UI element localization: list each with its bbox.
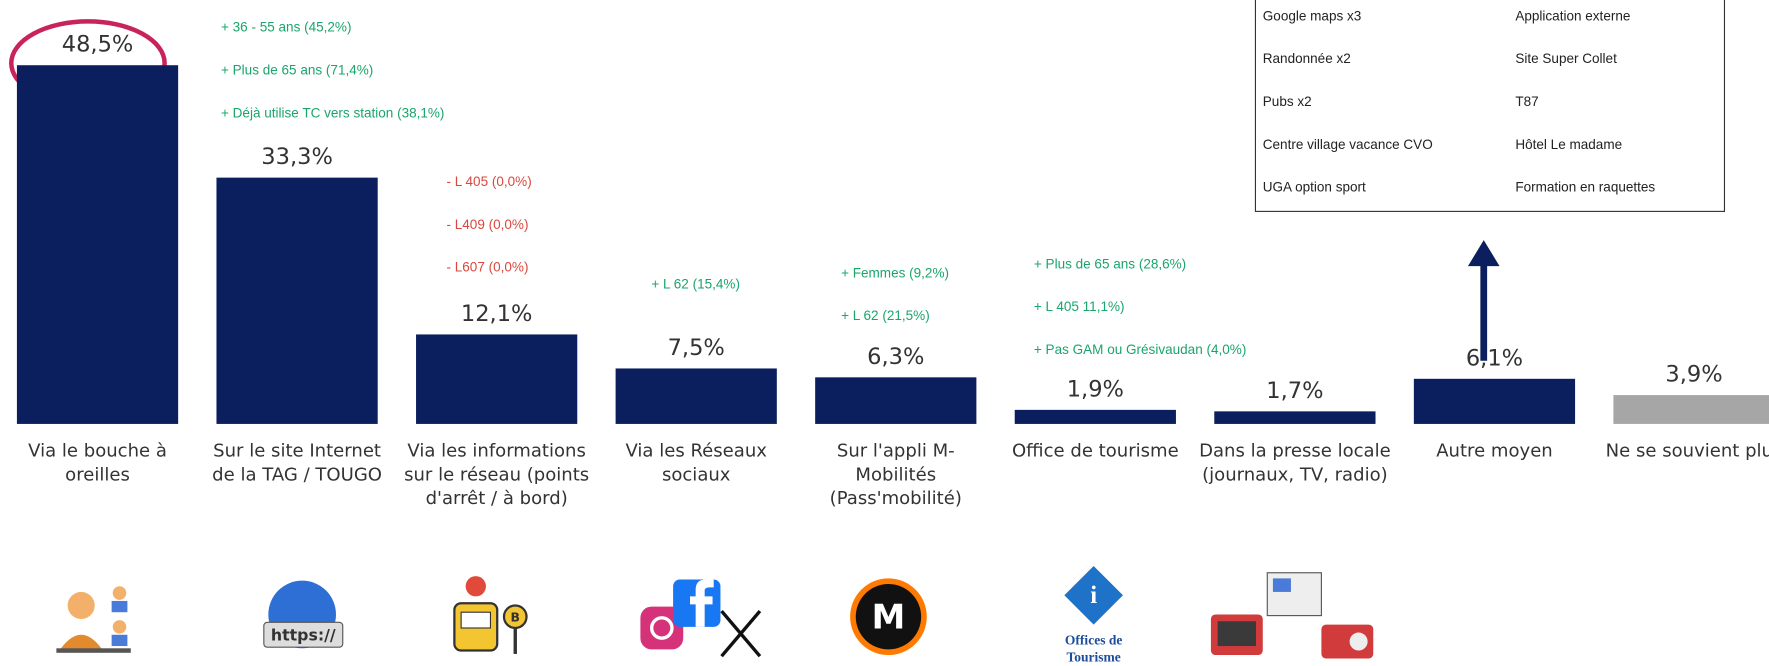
- annotation: + Pas GAM ou Grésivaudan (4,0%): [1034, 342, 1246, 358]
- annotation: + L 62 (21,5%): [841, 308, 930, 324]
- value-label: 6,3%: [867, 344, 924, 370]
- icon-metro: M: [850, 578, 927, 655]
- table-cell: Site Super Collet: [1515, 51, 1617, 67]
- category-label: Ne se souvient plus: [1597, 439, 1769, 463]
- value-label: 7,5%: [668, 335, 725, 361]
- category-label: Via le bouche à oreilles: [1, 439, 195, 486]
- icon-tourisme: i Offices de Tourisme: [1064, 566, 1123, 665]
- category-label: Sur le site Internet de la TAG / TOUGO: [200, 439, 394, 486]
- bar: [216, 178, 377, 424]
- bar: [17, 65, 178, 424]
- table-cell: Pubs x2: [1263, 94, 1312, 110]
- arrow: [1468, 240, 1500, 361]
- category-label: Autre moyen: [1397, 439, 1591, 463]
- annotation: + L 62 (15,4%): [651, 276, 740, 292]
- icon-person: [56, 586, 130, 653]
- table-cell: Randonnée x2: [1263, 51, 1351, 67]
- table-cell: T87: [1515, 94, 1538, 110]
- value-label: 1,9%: [1067, 376, 1124, 402]
- table-cell: Application externe: [1515, 8, 1630, 24]
- category-label: Office de tourisme: [998, 439, 1192, 463]
- table-cell: Centre village vacance CVO: [1263, 136, 1433, 152]
- annotation: - L 405 (0,0%): [446, 174, 531, 190]
- table-cell: Hôtel Le madame: [1515, 136, 1622, 152]
- category-label: Dans la presse locale (journaux, TV, rad…: [1198, 439, 1392, 486]
- icon-bus: B: [454, 576, 526, 654]
- icon-press: [1211, 573, 1373, 659]
- annotation: + L 405 11,1%): [1034, 299, 1125, 315]
- category-label: Via les Réseaux sociaux: [599, 439, 793, 486]
- annotation: - L409 (0,0%): [446, 216, 528, 232]
- annotation: - L607 (0,0%): [446, 259, 528, 275]
- table-cell: UGA option sport: [1263, 179, 1366, 195]
- table-cell: Google maps x3: [1263, 8, 1362, 24]
- icon-text: M: [872, 597, 906, 636]
- svg-text:i: i: [1090, 582, 1097, 609]
- bar: [1015, 410, 1176, 424]
- icon-social: [640, 580, 760, 657]
- other-means-table: Google maps x3 Application externe Randonn…: [1255, 0, 1725, 212]
- annotation: + Plus de 65 ans (71,4%): [221, 62, 373, 78]
- annotation: + Déjà utilise TC vers station (38,1%): [221, 105, 444, 121]
- category-label: Sur l'appli M-Mobilités (Pass'mobilité): [799, 439, 993, 510]
- value-label: 48,5%: [62, 32, 134, 58]
- bar: [1214, 411, 1375, 424]
- bar: [1414, 379, 1575, 424]
- annotation: + Femmes (9,2%): [841, 265, 949, 281]
- value-label: 3,9%: [1665, 362, 1722, 388]
- icon-text: Offices de: [1065, 633, 1122, 648]
- page: https:// B M i Offices de Tourisme 48,5%…: [0, 0, 1769, 666]
- value-label: 33,3%: [261, 144, 333, 170]
- category-label: Via les informations sur le réseau (poin…: [400, 439, 594, 510]
- icon-text: B: [511, 609, 520, 624]
- bar: [1613, 395, 1769, 424]
- icon-text: Tourisme: [1066, 650, 1120, 665]
- bar: [815, 377, 976, 424]
- bar: [416, 334, 577, 423]
- value-label: 12,1%: [461, 301, 533, 327]
- annotation: + 36 - 55 ans (45,2%): [221, 19, 351, 35]
- icon-web: https://: [264, 581, 343, 649]
- value-label: 6,1%: [1466, 345, 1523, 371]
- icon-text: https://: [271, 625, 336, 644]
- bar: [616, 368, 777, 423]
- value-label: 1,7%: [1266, 378, 1323, 404]
- annotation: + Plus de 65 ans (28,6%): [1034, 256, 1186, 272]
- stage: https:// B M i Offices de Tourisme 48,5%…: [0, 0, 1769, 666]
- table-cell: Formation en raquettes: [1515, 179, 1655, 195]
